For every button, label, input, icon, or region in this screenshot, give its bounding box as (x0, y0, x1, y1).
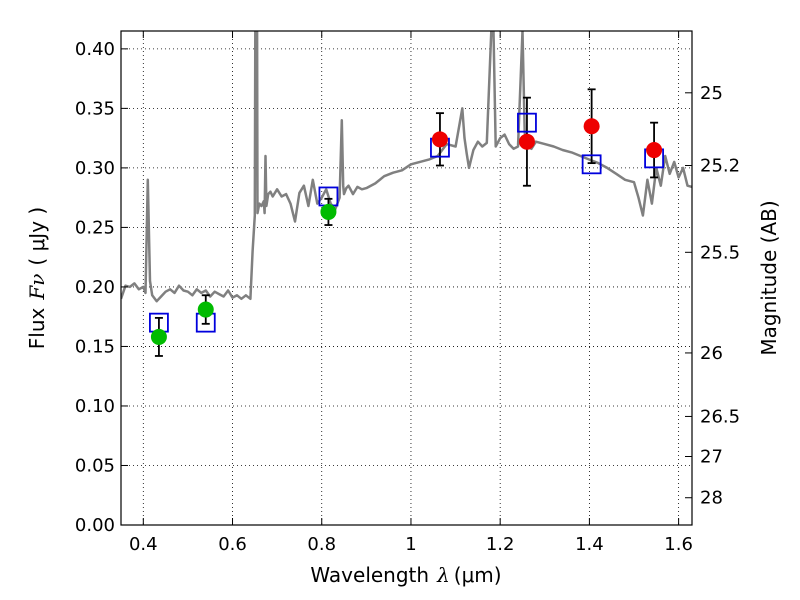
green-data-point (320, 203, 337, 220)
red-data-point (431, 131, 448, 148)
x-axis-label-unit: (μm) (454, 563, 502, 587)
x-tick-label: 1.4 (575, 534, 604, 555)
y-tick-label: 0.25 (75, 217, 115, 238)
y-tick-label: 0.40 (75, 39, 115, 60)
y-tick-label: 0.35 (75, 98, 115, 119)
x-tick-label: 0.8 (307, 534, 336, 555)
red-data-point (646, 142, 663, 159)
y2-tick-label: 26.5 (700, 406, 740, 427)
y-tick-label: 0.15 (75, 336, 115, 357)
plot-area (121, 31, 692, 357)
y-axis-label-unit: ( μJy ) (25, 207, 49, 266)
x-tick-label: 1 (405, 534, 416, 555)
y2-axis-label: Magnitude (AB) (757, 200, 781, 355)
y-tick-label: 0.20 (75, 277, 115, 298)
y-axis-label: Flux Fν ( μJy ) (25, 207, 49, 349)
red-data-point (583, 118, 600, 135)
y2-tick-label: 26 (700, 343, 723, 364)
grid-lines (121, 31, 692, 526)
y2-tick-label: 25.5 (700, 242, 740, 263)
x-axis-label: Wavelength λ (μm) (310, 563, 501, 587)
y-tick-label: 0.00 (75, 515, 115, 536)
y-tick-label: 0.10 (75, 396, 115, 417)
x-axis-label-symbol: λ (436, 563, 450, 587)
y2-tick-label: 25.2 (700, 156, 740, 177)
red-data-point (518, 133, 535, 150)
x-tick-label: 0.6 (218, 534, 247, 555)
y2-tick-label: 28 (700, 488, 723, 509)
green-data-point (150, 328, 167, 345)
x-tick-label: 1.6 (664, 534, 693, 555)
y2-tick-label: 25 (700, 83, 723, 104)
y-axis-label-text: Flux (25, 307, 49, 349)
axis-ticks: 0.4 0.6 0.8 1 1.2 1.4 1.6 0.00 0.05 0.10 0.15 0.20 0… (75, 31, 740, 555)
y-tick-label: 0.30 (75, 158, 115, 179)
x-tick-label: 1.2 (486, 534, 515, 555)
x-axis-label-text: Wavelength (310, 563, 429, 587)
y2-tick-label: 27 (700, 447, 723, 468)
x-tick-label: 0.4 (129, 534, 158, 555)
green-data-point (197, 301, 214, 318)
y-tick-label: 0.05 (75, 455, 115, 476)
spectrum-line (121, 31, 692, 303)
y-axis-label-symbol: Fν (25, 274, 49, 301)
plot-frame (120, 30, 693, 526)
model-square-point (581, 154, 602, 175)
model-square-point (517, 112, 537, 133)
